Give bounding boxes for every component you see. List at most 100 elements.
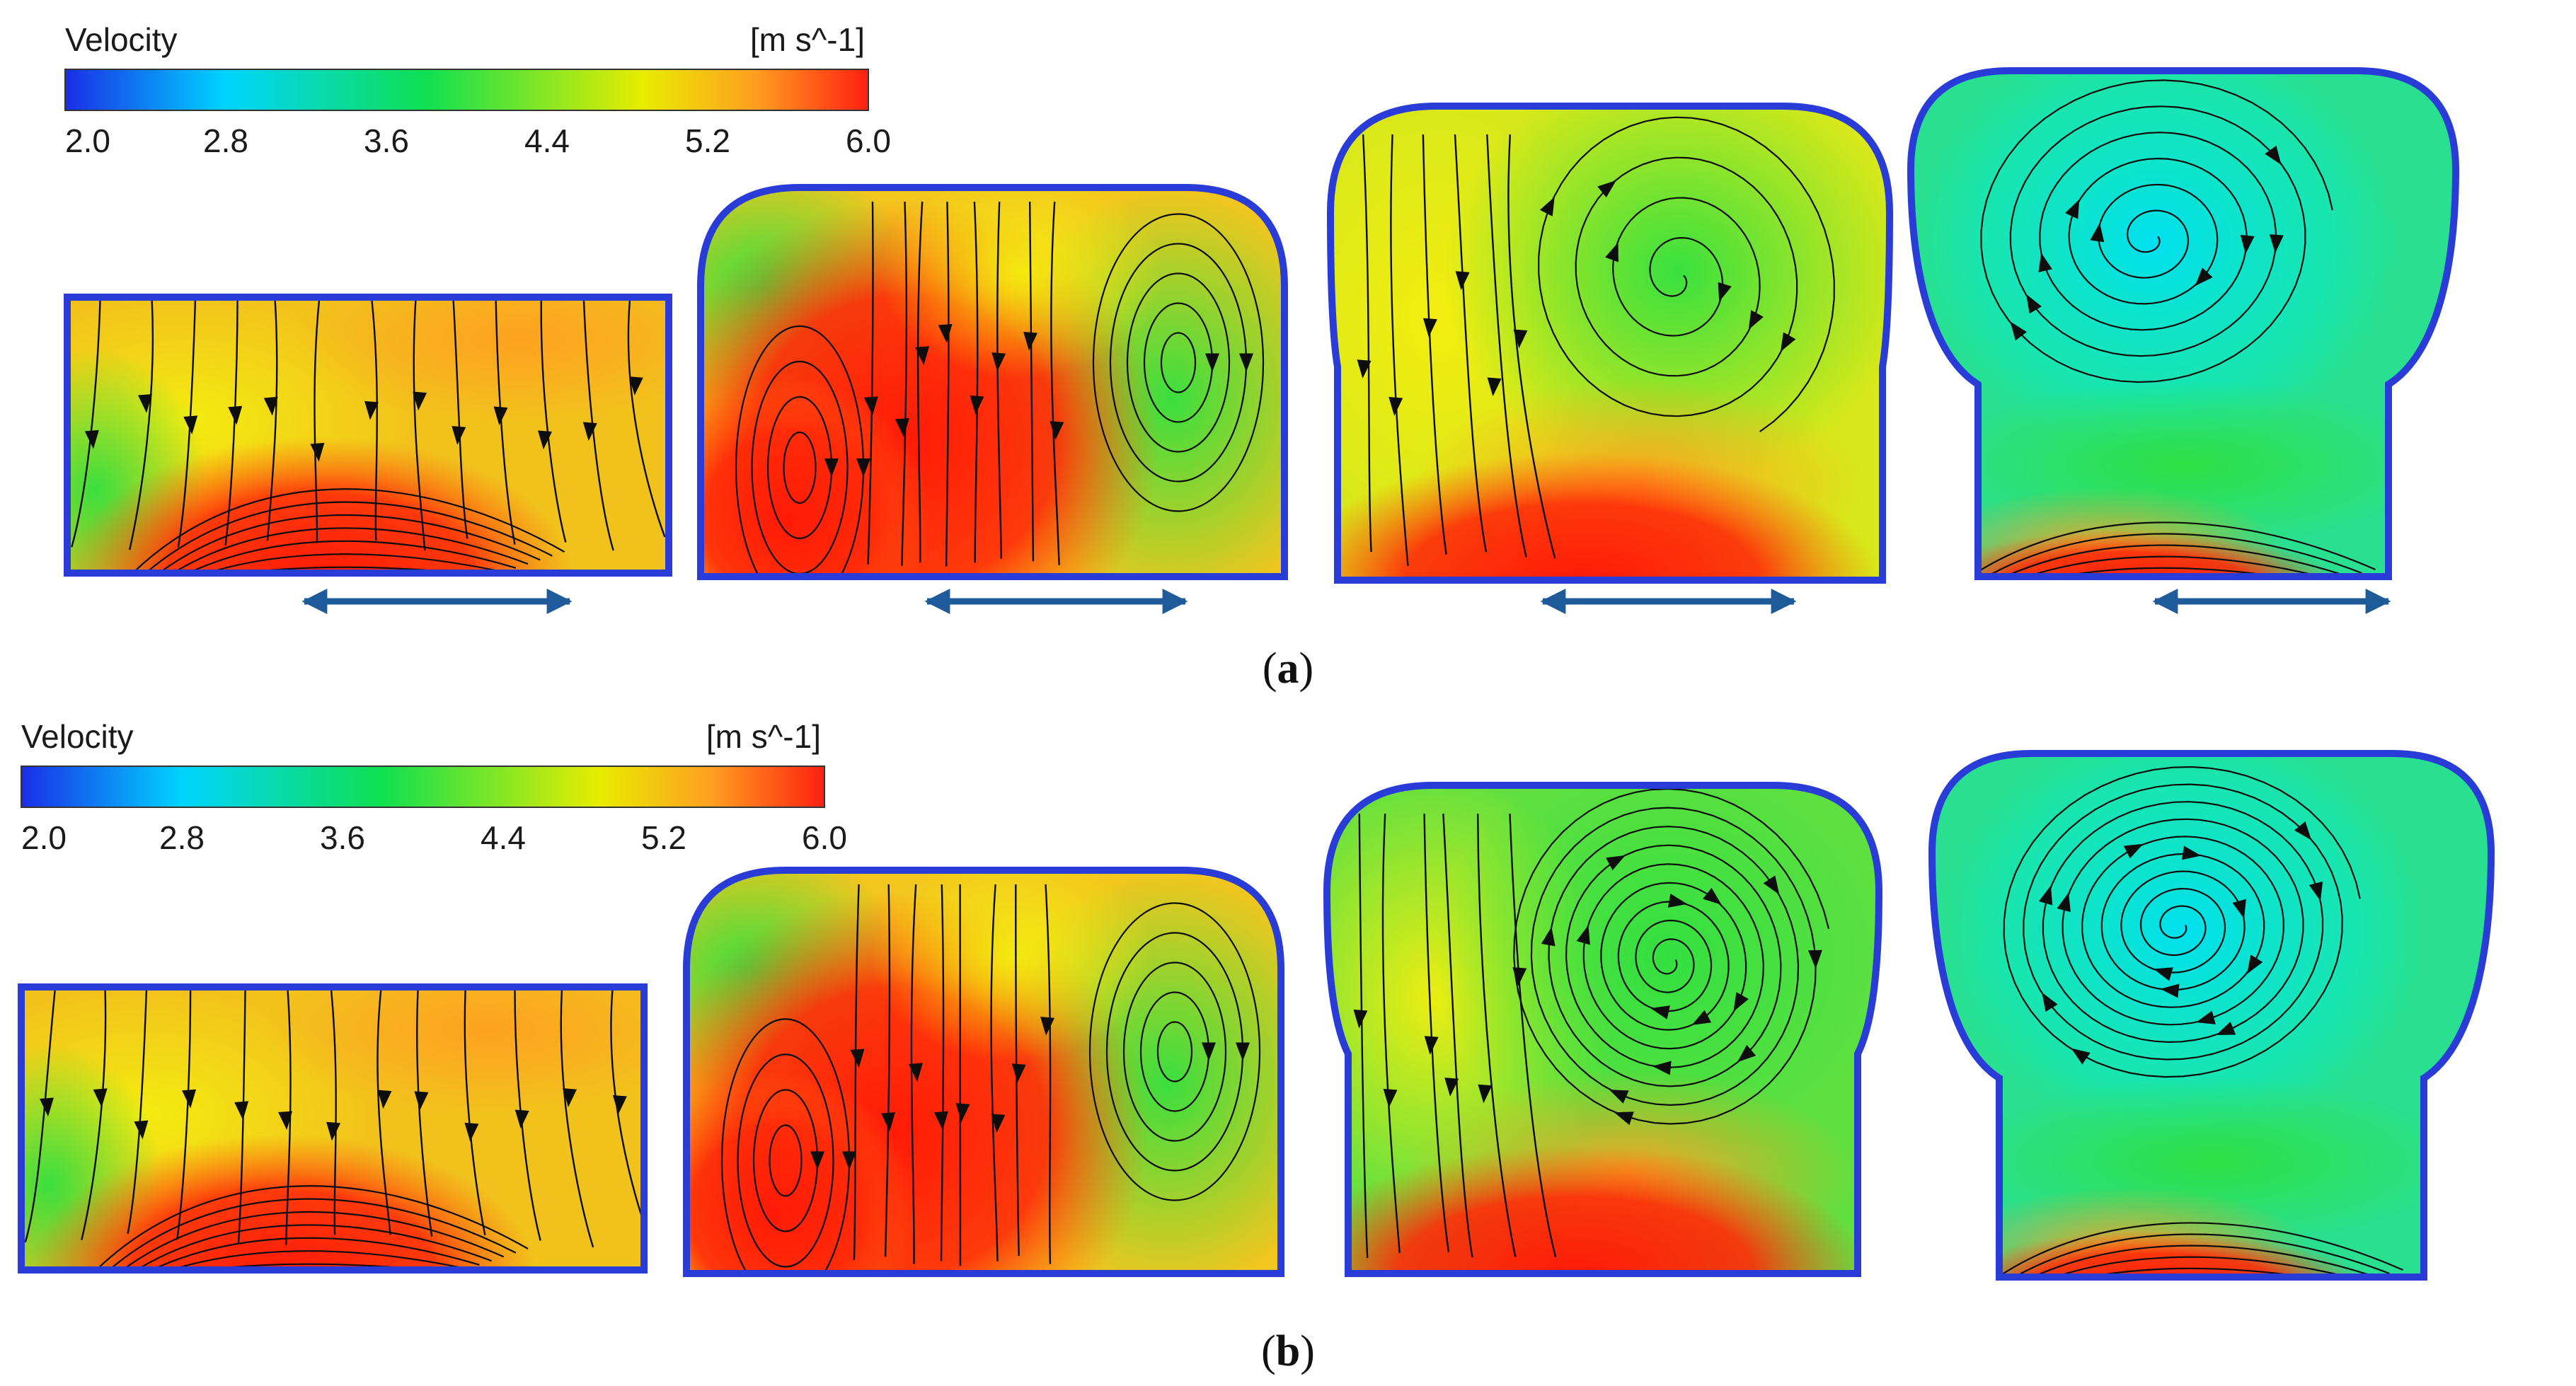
streamline-arrowhead [2269,234,2284,253]
chamber-wall [697,184,1288,580]
streamline [100,1198,517,1270]
colorbar-tick-label: 4.4 [481,819,526,856]
colorbar-tick-label: 2.8 [159,819,205,856]
vortex-streamline [1122,961,1227,1142]
colorbar [21,766,825,808]
chamber-wall [1323,782,1883,1277]
streamline-arrowhead [1650,1005,1670,1020]
streamline-arrowhead [2123,843,2144,859]
streamline-arrowhead [452,426,466,445]
streamline [237,990,246,1244]
colorbar [64,69,869,111]
streamline-arrowhead [413,391,427,411]
vortex-streamline [1160,332,1197,393]
chamber-field [1915,71,2438,591]
streamline-arrowhead [1455,271,1470,291]
streamline-arrowhead [1487,377,1502,397]
velocity-field-region [292,297,669,424]
streamline [185,553,505,573]
streamline-arrowhead [1239,353,1253,372]
chamber-panel-1 [64,294,672,577]
caption-letter: a [1277,645,1299,693]
streamline-arrowhead [1737,1044,1756,1063]
velocity-field-region [1916,530,2341,577]
streamline-arrowhead [909,1063,923,1082]
streamline [177,300,197,548]
streamline-arrowhead [464,1122,479,1142]
streamline [1507,134,1556,559]
velocity-field-region [880,187,1163,379]
streamline-arrowhead [2216,1021,2236,1036]
chamber-wall [683,867,1284,1277]
streamline-arrowhead [1478,1084,1493,1104]
colorbar-tick-label: 3.6 [320,819,365,856]
streamline-arrowhead [1023,332,1038,351]
streamline-arrowhead [1606,855,1626,870]
streamline [113,1211,505,1270]
streamline-arrowhead [1050,421,1064,440]
streamline [137,1237,480,1270]
streamline [88,1185,529,1270]
chamber-panel-3 [1323,782,1883,1277]
streamline-arrowhead [1422,318,1437,337]
caption-paren-open: ( [1263,645,1277,693]
streamline-arrowhead [881,1112,896,1131]
streamline [2018,579,2307,591]
vortex-streamline [1513,787,1830,1125]
streamline [1486,134,1527,558]
streamline-arrowhead [1539,197,1555,216]
streamline [137,501,553,573]
streamline [2005,1244,2376,1277]
streamline [1991,1233,2390,1277]
caption-paren-open: ( [1261,1327,1276,1375]
colorbar-tick-label: 2.8 [203,122,248,159]
streamline [560,990,594,1248]
streamline-arrowhead [863,396,878,416]
streamline [540,300,567,543]
streamline [416,990,433,1237]
streamline-arrowhead [1513,329,1528,349]
streamline-arrowhead [2038,885,2053,906]
streamline-arrowhead [991,1114,1006,1133]
streamline-arrowhead [514,1109,529,1129]
streamline-arrowhead [84,429,99,449]
velocity-field-region [1443,106,1890,485]
streamline [901,201,908,566]
streamline [1454,134,1488,553]
streamline [1950,521,2376,577]
streamline-arrowhead [2265,145,2282,165]
velocity-field-region [1330,453,1880,580]
chamber-panel-3 [1326,103,1894,584]
streamline-arrowhead [182,1089,197,1109]
streamline [996,201,1002,559]
caption-letter: b [1276,1327,1300,1375]
streamline-arrowhead [1011,1063,1026,1082]
streamline [884,884,891,1257]
panel-caption: (b) [1261,1327,1315,1375]
streamline-arrowhead [1748,310,1764,330]
streamline [1362,134,1372,553]
streamline [149,514,541,573]
streamline [125,488,565,573]
streamline-arrowhead [563,1088,577,1107]
colorbar-tick-label: 2.0 [65,122,110,159]
streamline-arrowhead [364,400,379,420]
streamline-arrowhead [2090,223,2105,243]
streamline-arrowhead [234,1101,249,1121]
row-b: Velocity [m s^-1] 2.0 2.8 3.6 4.4 5.2 6.0 (b) [18,718,2495,1375]
streamline [1509,813,1557,1258]
streamline [125,1224,492,1270]
streamline-arrowhead [1614,1111,1634,1126]
streamline [945,201,950,567]
streamline [495,300,516,545]
colorbar-tick-label: 2.0 [21,819,67,856]
streamline [176,990,192,1240]
streamline [916,201,924,563]
legend-title: Velocity [65,21,178,58]
streamline-arrowhead [915,346,930,366]
streamline [1050,201,1060,565]
streamline-arrowhead [310,442,325,462]
streamline-arrowhead [93,1088,108,1108]
streamline [1477,813,1517,1257]
